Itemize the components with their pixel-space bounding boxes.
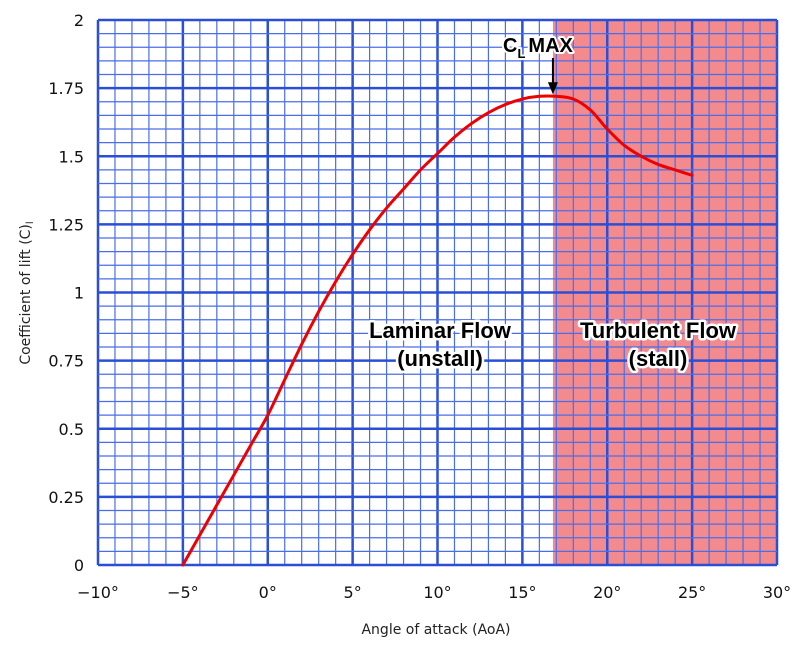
x-tick-label: 0° bbox=[259, 583, 277, 602]
x-axis-label: Angle of attack (AoA) bbox=[361, 622, 510, 638]
x-tick-label: 5° bbox=[344, 583, 362, 602]
y-tick-label: 0 bbox=[74, 556, 84, 575]
x-tick-label: −10° bbox=[77, 583, 119, 602]
x-tick-label: 20° bbox=[593, 583, 621, 602]
cl-max-label: CL MAX bbox=[503, 35, 574, 61]
turbulent-flow-sublabel: (stall) bbox=[629, 346, 688, 371]
tick-layer: −10° −5° 0° 5° 10° 15° 20° 25° 30° 0 0.25 0.5 0.75 1 1… bbox=[48, 11, 791, 602]
grid-layer bbox=[96, 18, 779, 567]
laminar-flow-label: Laminar Flow bbox=[369, 318, 512, 343]
x-tick-label: 30° bbox=[763, 583, 791, 602]
lift-curve bbox=[181, 94, 694, 567]
laminar-flow-sublabel: (unstall) bbox=[397, 346, 483, 371]
cl-max-rest: MAX bbox=[528, 35, 573, 57]
y-axis-label: Coefficient of lift (C)l bbox=[18, 221, 36, 364]
turbulent-flow-label: Turbulent Flow bbox=[580, 318, 737, 343]
y-tick-label: 1 bbox=[74, 284, 84, 303]
y-tick-label: 0.25 bbox=[48, 488, 84, 507]
y-axis-label-sub: l bbox=[25, 221, 36, 224]
x-tick-label: −5° bbox=[167, 583, 199, 602]
series-layer bbox=[181, 94, 694, 567]
x-tick-label: 25° bbox=[678, 583, 706, 602]
y-tick-label: 2 bbox=[74, 11, 84, 30]
annotation-layer: Laminar Flow (unstall) Turbulent Flow (s… bbox=[367, 33, 740, 374]
cl-max-sub: L bbox=[517, 46, 525, 61]
cl-max-c: C bbox=[503, 35, 517, 57]
y-axis-label-main: Coefficient of lift (C) bbox=[18, 224, 34, 365]
x-tick-label: 15° bbox=[508, 583, 536, 602]
y-tick-label: 0.5 bbox=[59, 420, 84, 439]
y-tick-label: 0.75 bbox=[48, 352, 84, 371]
y-tick-label: 1.75 bbox=[48, 79, 84, 98]
x-tick-label: 10° bbox=[423, 583, 451, 602]
y-tick-label: 1.5 bbox=[59, 147, 84, 166]
y-tick-label: 1.25 bbox=[48, 215, 84, 234]
cl-max-arrow-head bbox=[547, 82, 558, 95]
